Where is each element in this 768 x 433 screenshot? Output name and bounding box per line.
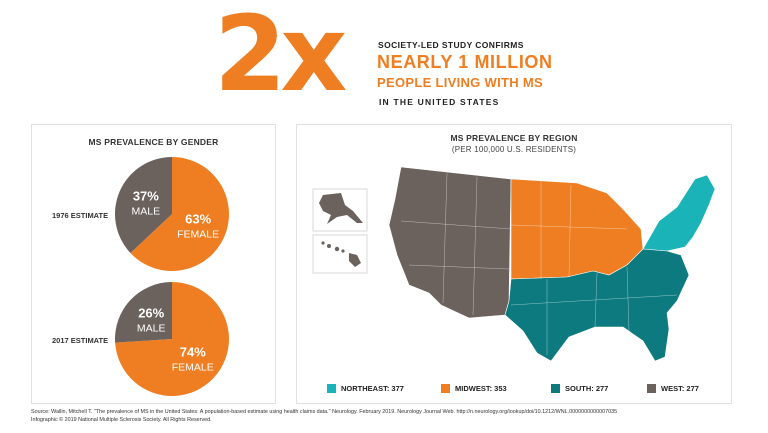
pie-2017-label-female: FEMALE xyxy=(172,362,214,374)
region-panel-title: MS PREVALENCE BY REGION xyxy=(450,133,578,143)
legend-midwest: MIDWEST: 353 xyxy=(441,383,507,393)
pie-2017-label-male: MALE xyxy=(137,322,166,334)
pie-2017-percent-male: 26% xyxy=(138,305,164,320)
legend-swatch-south xyxy=(551,383,560,393)
gender-pie-charts: 63% FEMALE 37% MALE 74% FEMALE 26% MALE xyxy=(115,157,230,396)
legend-label-south: SOUTH: 277 xyxy=(565,383,609,393)
region-panel-subtitle: (PER 100,000 U.S. RESIDENTS) xyxy=(451,145,577,154)
source-citation: Source: Wallin, Mitchell T. "The prevale… xyxy=(31,409,618,415)
legend-label-northeast: NORTHEAST: 377 xyxy=(341,383,404,393)
pie-1976-percent-male: 37% xyxy=(133,189,159,204)
gender-panel-title: MS PREVALENCE BY GENDER xyxy=(88,137,219,147)
state-lines xyxy=(400,172,678,355)
legend-swatch-west xyxy=(647,383,656,393)
estimate-label-2017: 2017 ESTIMATE xyxy=(52,336,109,345)
hawaii-inset-box xyxy=(312,234,368,274)
headline-line-1: NEARLY 1 MILLION xyxy=(377,52,553,72)
region-panel: MS PREVALENCE BY REGION (PER 100,000 U.S… xyxy=(296,124,732,404)
pie-1976-label-male: MALE xyxy=(132,206,161,218)
pie-1976-percent-female: 63% xyxy=(185,211,211,226)
us-region-map xyxy=(312,166,716,362)
legend-label-west: WEST: 277 xyxy=(661,383,699,393)
region-west xyxy=(388,166,512,319)
legend-swatch-midwest xyxy=(441,383,450,393)
pie-1976-slice-female xyxy=(130,157,230,271)
kicker-text: SOCIETY-LED STUDY CONFIRMS xyxy=(378,40,524,50)
alaska-shape xyxy=(319,193,363,224)
pie-2017-slice-male xyxy=(115,282,172,343)
hawaii-shape xyxy=(321,241,361,267)
legend-northeast: NORTHEAST: 377 xyxy=(327,383,404,393)
pie-2017-slice-female xyxy=(115,282,229,396)
headline-line-2: PEOPLE LIVING WITH MS xyxy=(377,75,543,90)
estimate-label-1976: 1976 ESTIMATE xyxy=(52,211,109,220)
legend-swatch-northeast xyxy=(327,383,336,393)
pie-1976-label-female: FEMALE xyxy=(177,228,219,240)
copyright-notice: Infographic © 2019 National Multiple Scl… xyxy=(31,417,212,423)
hero-2x-text: 2x xyxy=(214,0,347,115)
region-south xyxy=(504,248,690,362)
legend-west: WEST: 277 xyxy=(647,383,699,393)
legend-south: SOUTH: 277 xyxy=(551,383,608,393)
pie-2017-percent-female: 74% xyxy=(180,345,206,360)
headline-sub: IN THE UNITED STATES xyxy=(379,97,500,107)
gender-panel: MS PREVALENCE BY GENDER 1976 ESTIMATE 20… xyxy=(31,124,276,404)
legend-label-midwest: MIDWEST: 353 xyxy=(455,383,507,393)
region-northeast xyxy=(642,174,716,252)
pie-1976-slice-male xyxy=(115,157,172,254)
